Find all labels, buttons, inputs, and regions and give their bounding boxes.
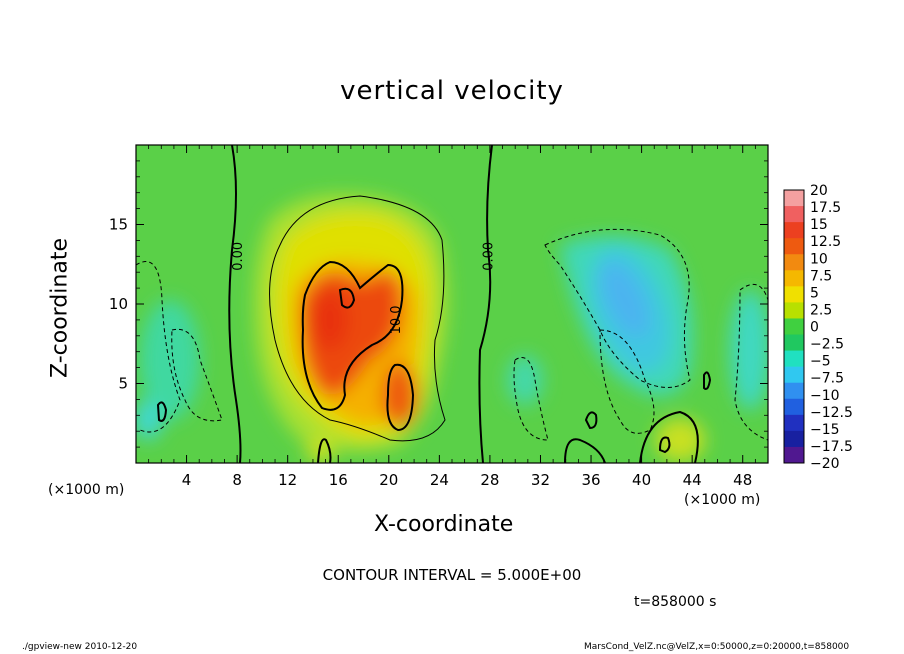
contour-lines [136, 145, 768, 463]
time-label: t=858000 s [634, 594, 717, 610]
contour-blob-bottom-2 [564, 438, 606, 463]
x-tick-label: 8 [232, 471, 242, 489]
colorbar-segment [784, 254, 804, 271]
x-tick-label: 44 [683, 471, 702, 489]
contour-label-text: 0.00 [231, 242, 246, 271]
contour-label-layer: 0.00 10.0 0.00 [231, 242, 496, 335]
colorbar-segment [784, 414, 804, 432]
colorbar-label: 17.5 [810, 200, 841, 216]
colorbar-segment [784, 270, 804, 287]
colorbar-segment [784, 382, 804, 400]
contour-interval-value: CONTOUR INTERVAL = 5.000E+00 [322, 566, 582, 584]
contour-label: 0.00 [481, 242, 496, 271]
contour-blob-right [703, 371, 712, 390]
colorbar-label: 20 [810, 183, 828, 199]
colorbar-label: 0 [810, 320, 819, 336]
contour-10-hole [338, 287, 356, 309]
colorbar-segment [784, 334, 804, 352]
colorbar-label: −5 [810, 354, 831, 370]
x-tick-label: 28 [480, 471, 499, 489]
y-tick-label: 15 [109, 216, 128, 234]
x-tick-label: 20 [379, 471, 398, 489]
colorbar-label: 10 [810, 251, 828, 267]
footer-left-text: ./gpview-new 2010-12-20 [22, 642, 138, 652]
x-tick-label: 32 [531, 471, 550, 489]
x-unit-right: (×1000 m) [684, 492, 761, 508]
contour-blob-left [156, 401, 168, 422]
colorbar-label: 15 [810, 217, 828, 233]
dashed-contour-right [544, 228, 691, 388]
x-unit-left: (×1000 m) [48, 482, 125, 498]
colorbar-segment [784, 446, 804, 464]
contour-blob-bottom-1 [317, 438, 332, 463]
dashed-contour-right-2 [599, 329, 655, 434]
colorbar-segment [784, 222, 804, 239]
dashed-contour-left-2 [171, 328, 223, 422]
colorbar-segment [784, 286, 804, 303]
x-tick-label: 48 [733, 471, 752, 489]
heatmap-field [136, 145, 768, 463]
dashed-contour-far-right [734, 283, 768, 441]
contour-blob-small [658, 436, 671, 454]
contour-10-main [301, 260, 404, 411]
chart-title: vertical velocity [340, 76, 564, 106]
zero-contour-right [478, 145, 493, 463]
contour-5-outer [269, 195, 446, 442]
dashed-contour-left [136, 261, 181, 433]
x-tick-label: 24 [430, 471, 449, 489]
colorbar-segment [784, 302, 804, 319]
colorbar-label: −12.5 [810, 405, 853, 421]
footer-right-text: MarsCond_VelZ.nc@VelZ,x=0:50000,z=0:2000… [584, 642, 850, 652]
contour-interval-text: CONTOUR INTERVAL = 5.000E+00 [0, 566, 904, 584]
colorbar-segment [784, 350, 804, 368]
colorbar-label: 5 [810, 285, 819, 301]
colorbar-segment [784, 430, 804, 448]
colorbar-frame [783, 189, 805, 464]
y-tick-label: 5 [118, 375, 128, 393]
colorbar-segment [784, 318, 804, 336]
colorbar-label: 2.5 [810, 302, 832, 318]
y-tick-label: 10 [109, 295, 128, 313]
zero-contour-left [228, 145, 242, 463]
x-axis-label: X-coordinate [374, 512, 514, 537]
colorbar-label: −20 [810, 456, 840, 472]
contour-label: 0.00 [231, 242, 246, 271]
x-tick-label: 40 [632, 471, 651, 489]
colorbar-label: −2.5 [810, 337, 844, 353]
colorbar-label: 7.5 [810, 268, 832, 284]
colorbar-label: −7.5 [810, 371, 844, 387]
colorbar-label: −15 [810, 422, 840, 438]
colorbar-label: −10 [810, 388, 840, 404]
colorbar-label: −17.5 [810, 439, 853, 455]
colorbar-segment [784, 190, 804, 207]
x-tick-label: 16 [329, 471, 348, 489]
x-tick-label: 12 [278, 471, 297, 489]
x-tick-label: 36 [581, 471, 600, 489]
colorbar-label: 12.5 [810, 234, 841, 250]
colorbar-segment [784, 366, 804, 384]
contour-10-lower [386, 363, 415, 432]
contour-blob-small-2 [584, 411, 598, 430]
contour-label: 10.0 [389, 305, 404, 334]
contour-label-text: 10.0 [389, 305, 404, 334]
y-axis-label: Z-coordinate [47, 238, 73, 378]
x-tick-label: 4 [182, 471, 192, 489]
contour-blob-bottom-3 [639, 410, 699, 463]
contour-label-text: 0.00 [481, 242, 496, 271]
colorbar-segment [784, 206, 804, 223]
colorbar-segment [784, 398, 804, 416]
colorbar-segment [784, 238, 804, 255]
